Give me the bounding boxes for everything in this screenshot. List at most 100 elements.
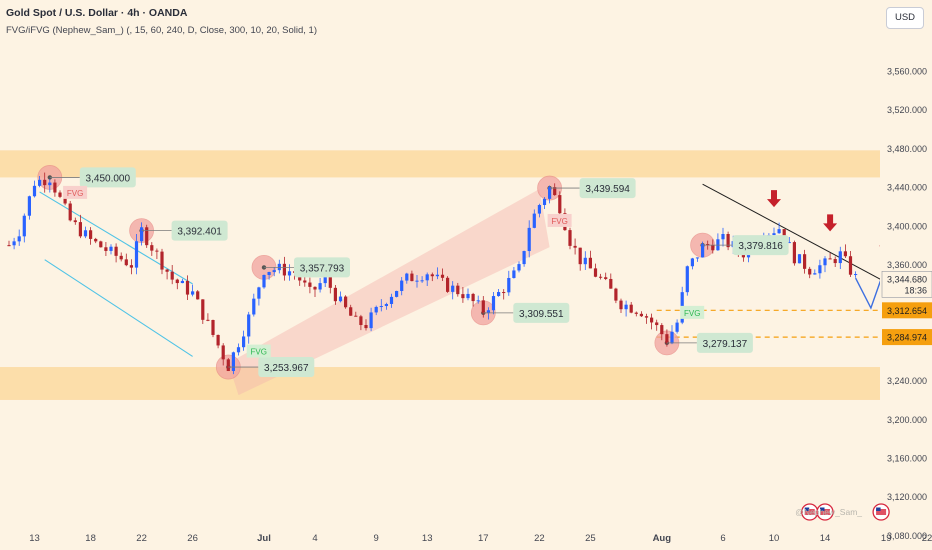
candle-body [104, 247, 108, 251]
candle-body [772, 233, 776, 236]
candle-body [313, 286, 317, 290]
resistance-trendline [702, 183, 932, 308]
candle-body [384, 303, 388, 307]
candle-body [400, 280, 404, 291]
candle-body [78, 222, 82, 237]
candle-body [109, 246, 113, 251]
rising-channel [228, 189, 550, 396]
candle-body [201, 299, 205, 320]
candle-body [685, 266, 689, 293]
x-tick-label: 9 [374, 533, 379, 544]
price-label-box [258, 357, 315, 378]
candle-body [553, 187, 557, 196]
candle-body [170, 271, 174, 280]
candle-body [797, 254, 802, 264]
y-tick-label: 3,400.000 [887, 221, 927, 231]
channel-line [44, 259, 193, 357]
candle-body [180, 280, 184, 284]
y-tick-label: 3,120.000 [887, 492, 927, 502]
indicator-legend[interactable]: FVG/iFVG (Nephew_Sam_) (, 15, 60, 240, D… [6, 25, 318, 36]
y-tick-label: 3,080.000 [887, 531, 927, 541]
candle-body [726, 234, 730, 248]
candle-body [12, 241, 16, 246]
candle-body [389, 296, 394, 304]
y-tick-label: 3,160.000 [887, 454, 927, 464]
flag-stripe [804, 509, 815, 515]
candle-body [379, 306, 383, 308]
candle-body [532, 213, 536, 228]
level-price-tag [882, 329, 932, 346]
watermark: @Nephew_Sam_ [795, 507, 862, 517]
candle-body [94, 238, 98, 242]
flag-stripe [820, 509, 830, 515]
candle-body [395, 290, 399, 297]
fvg-box [680, 305, 705, 319]
candle-body [191, 291, 195, 295]
candle-body [507, 277, 511, 293]
candle-body [257, 287, 261, 299]
candle-body [303, 280, 307, 283]
candle-body [323, 275, 327, 284]
candle-body [150, 245, 154, 251]
candle-body [818, 265, 822, 274]
candle-body [89, 230, 93, 239]
candle-body [481, 300, 485, 314]
candle-body [639, 313, 643, 317]
candle-body [221, 345, 225, 360]
candle-body [833, 259, 837, 264]
x-tick-label: 18 [85, 533, 96, 544]
down-arrow-icon [823, 214, 838, 232]
candle-body [374, 306, 378, 313]
candle-body [548, 187, 552, 199]
candle-body [721, 234, 725, 240]
candle-body [405, 273, 409, 281]
candle-body [629, 304, 633, 313]
candle-body [476, 300, 480, 302]
candle-body [558, 195, 562, 214]
candle-body [711, 245, 715, 251]
candle-body [593, 268, 598, 277]
candle-body [145, 227, 149, 246]
candle-body [527, 227, 531, 252]
candle-body [650, 317, 654, 323]
currency-button[interactable]: USD [886, 7, 924, 29]
candle-body [415, 280, 419, 282]
candle-body [114, 246, 118, 256]
x-tick-label: 22 [534, 533, 545, 544]
candle-body [359, 316, 363, 326]
candle-body [588, 257, 592, 269]
price-label-text: 3,357.793 [300, 263, 345, 274]
candle-body [211, 320, 215, 335]
candle-body [843, 251, 847, 257]
candle-body [58, 192, 62, 197]
candle-body [420, 280, 424, 282]
candle-body [542, 198, 547, 206]
candle-body [670, 331, 674, 344]
candle-body [43, 179, 47, 186]
y-tick-label: 3,240.000 [887, 376, 927, 386]
candle-body [461, 294, 465, 299]
candle-body [27, 196, 31, 216]
candle-body [430, 274, 434, 277]
price-label-text: 3,253.967 [264, 363, 309, 374]
symbol-title: Gold Spot / U.S. Dollar · 4h · OANDA [6, 7, 188, 19]
candle-body [792, 242, 796, 264]
candle-body [665, 334, 669, 344]
flag-canton [876, 507, 881, 511]
fvg-box [547, 213, 572, 227]
candle-body [440, 274, 445, 278]
candle-body [466, 293, 470, 299]
candle-body [83, 230, 88, 237]
candle-body [333, 287, 337, 302]
candle-body [660, 325, 664, 335]
candle-body [706, 244, 710, 246]
countdown-label: 18:36 [904, 285, 927, 295]
x-tick-label: 4 [312, 533, 317, 544]
candle-body [486, 310, 490, 314]
candle-body [471, 293, 475, 302]
candle-body [53, 182, 57, 193]
candle-body [216, 334, 220, 346]
candle-body [99, 241, 103, 248]
candle-body [583, 257, 587, 265]
